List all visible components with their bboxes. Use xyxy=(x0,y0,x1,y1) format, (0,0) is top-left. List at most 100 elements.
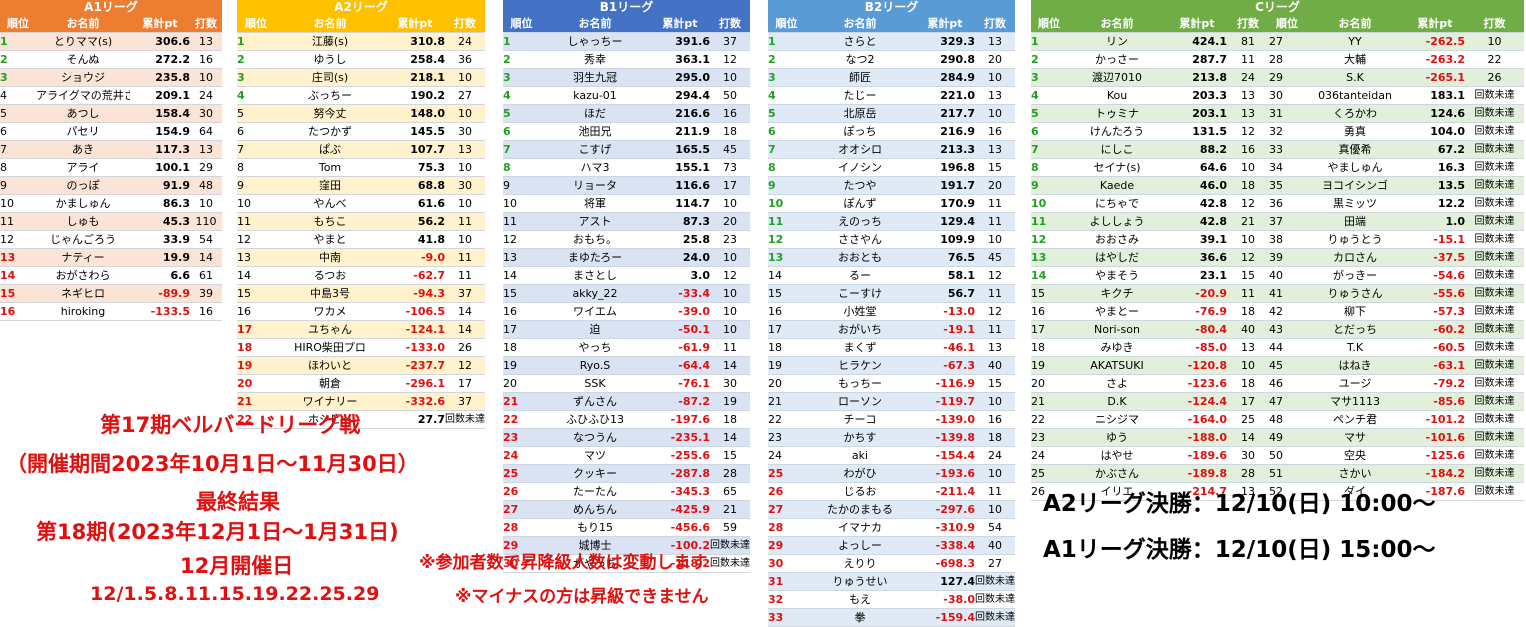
c-cell-points: -37.5 xyxy=(1405,248,1465,267)
b2-table-row: 7 オオシロ 213.3 13 xyxy=(768,140,1015,159)
c-cell-games: 21 xyxy=(1227,212,1269,231)
b2-table-row: 24 aki -154.4 24 xyxy=(768,446,1015,465)
a1-cell-games: 48 xyxy=(190,176,222,195)
c-cell-points: -60.2 xyxy=(1405,320,1465,339)
b2-table-row: 8 イノシン 196.8 15 xyxy=(768,158,1015,177)
c-cell-games: 回数未達 xyxy=(1465,104,1524,123)
c-cell-name: 空央 xyxy=(1305,446,1405,465)
b2-cell-name: 師匠 xyxy=(805,68,915,87)
announcement-next-term: 第18期(2023年12月1日～1月31日) xyxy=(36,520,399,544)
a2-cell-rank: 21 xyxy=(237,392,275,411)
b2-cell-games: 27 xyxy=(975,554,1015,573)
b2-table-row: 21 ローソン -119.7 10 xyxy=(768,392,1015,411)
b2-cell-games: 12 xyxy=(975,266,1015,285)
b2-cell-rank: 18 xyxy=(768,338,805,357)
c-cell-points: -54.6 xyxy=(1405,266,1465,285)
c-table-row: 1 リン 424.1 81 27 YY -262.5 10 xyxy=(1031,32,1524,51)
a1-cell-rank: 4 xyxy=(0,86,36,105)
c-cell-rank: 5 xyxy=(1031,104,1067,123)
a2-cell-name: 中南 xyxy=(275,248,385,267)
b2-column-header: 順位 xyxy=(768,15,805,33)
c-cell-points: -85.0 xyxy=(1167,338,1227,357)
c-cell-games: 回数未達 xyxy=(1465,248,1524,267)
a2-cell-points: 61.6 xyxy=(385,194,445,213)
b2-cell-games: 11 xyxy=(975,284,1015,303)
a2-cell-rank: 15 xyxy=(237,284,275,303)
b1-cell-games: 37 xyxy=(710,32,750,51)
b2-league-title: B2リーグ xyxy=(768,0,1015,15)
a1-cell-rank: 5 xyxy=(0,104,36,123)
c-table-row: 8 セイナ(s) 64.6 10 34 やましゅん 16.3 回数未達 xyxy=(1031,158,1524,177)
c-cell-games: 12 xyxy=(1227,122,1269,141)
b1-cell-points: 165.5 xyxy=(650,140,710,159)
a1-cell-name: とりママ(s) xyxy=(36,32,130,51)
a2-table-row: 6 たつかず 145.5 30 xyxy=(237,122,485,141)
a1-table-row: 7 あき 117.3 13 xyxy=(0,140,222,159)
c-cell-name: はやしだ xyxy=(1067,248,1167,267)
b2-cell-points: -297.6 xyxy=(915,500,975,519)
c-cell-games: 24 xyxy=(1227,68,1269,87)
c-cell-points: 13.5 xyxy=(1405,176,1465,195)
b1-cell-games: 28 xyxy=(710,464,750,483)
b1-cell-rank: 10 xyxy=(503,194,540,213)
b2-cell-points: 290.8 xyxy=(915,50,975,69)
b1-cell-points: 25.8 xyxy=(650,230,710,249)
b1-cell-name: おもち。 xyxy=(540,230,650,249)
a2-cell-name: HIRO柴田プロ xyxy=(275,338,385,357)
c-cell-rank: 39 xyxy=(1269,248,1305,267)
c-cell-games: 18 xyxy=(1227,374,1269,393)
b2-cell-rank: 25 xyxy=(768,464,805,483)
c-cell-rank: 6 xyxy=(1031,122,1067,141)
b1-table-row: 16 ワイエム -39.0 10 xyxy=(503,302,750,321)
b2-column-header: お名前 xyxy=(805,15,915,33)
a1-cell-points: 209.1 xyxy=(130,86,190,105)
c-cell-games: 13 xyxy=(1227,86,1269,105)
b2-table-row: 11 えのっち 129.4 11 xyxy=(768,212,1015,231)
c-cell-name: かぶさん xyxy=(1067,464,1167,483)
c-cell-games: 13 xyxy=(1227,338,1269,357)
b1-cell-games: 10 xyxy=(710,320,750,339)
c-table-row: 7 にしこ 88.2 16 33 真優希 67.2 回数未達 xyxy=(1031,140,1524,159)
b2-cell-games: 13 xyxy=(975,86,1015,105)
b1-table-row: 28 もり15 -456.6 59 xyxy=(503,518,750,537)
b2-cell-points: -193.6 xyxy=(915,464,975,483)
a2-table-row: 15 中島3号 -94.3 37 xyxy=(237,284,485,303)
a1-cell-name: かましゅん xyxy=(36,194,130,213)
b1-table-row: 14 まさとし 3.0 12 xyxy=(503,266,750,285)
b1-table-row: 23 なつうん -235.1 14 xyxy=(503,428,750,447)
b1-cell-rank: 25 xyxy=(503,464,540,483)
a1-cell-points: 100.1 xyxy=(130,158,190,177)
c-cell-games: 30 xyxy=(1227,446,1269,465)
c-cell-games: 28 xyxy=(1227,464,1269,483)
a2-cell-points: 258.4 xyxy=(385,50,445,69)
a2-column-header: お名前 xyxy=(275,15,385,33)
a2-cell-rank: 12 xyxy=(237,230,275,249)
c-cell-rank: 51 xyxy=(1269,464,1305,483)
c-cell-points: -214.7 xyxy=(1167,482,1227,501)
c-cell-games: 10 xyxy=(1227,230,1269,249)
b1-cell-rank: 28 xyxy=(503,518,540,537)
c-cell-rank: 27 xyxy=(1269,32,1305,51)
b1-cell-games: 10 xyxy=(710,68,750,87)
b1-cell-games: 16 xyxy=(710,104,750,123)
c-table-row: 2 かっさー 287.7 11 28 大輔 -263.2 22 xyxy=(1031,50,1524,69)
c-cell-name: はやせ xyxy=(1067,446,1167,465)
c-cell-rank: 45 xyxy=(1269,356,1305,375)
a2-cell-rank: 18 xyxy=(237,338,275,357)
c-cell-rank: 4 xyxy=(1031,86,1067,105)
a1-cell-rank: 1 xyxy=(0,32,36,51)
a2-table-row: 1 江藤(s) 310.8 24 xyxy=(237,32,485,51)
a1-cell-points: 19.9 xyxy=(130,248,190,267)
b2-cell-name: イノシン xyxy=(805,158,915,177)
b2-column-header: 打数 xyxy=(975,15,1015,33)
c-table-row: 14 やまそう 23.1 15 40 がっきー -54.6 回数未達 xyxy=(1031,266,1524,285)
c-table-row: 19 AKATSUKI -120.8 10 45 はねき -63.1 回数未達 xyxy=(1031,356,1524,375)
b2-cell-rank: 13 xyxy=(768,248,805,267)
c-cell-rank: 43 xyxy=(1269,320,1305,339)
b1-cell-games: 18 xyxy=(710,410,750,429)
b1-cell-points: 391.6 xyxy=(650,32,710,51)
c-cell-rank: 21 xyxy=(1031,392,1067,411)
c-cell-games: 14 xyxy=(1227,428,1269,447)
c-cell-points: -55.6 xyxy=(1405,284,1465,303)
a2-cell-name: ゆうし xyxy=(275,50,385,69)
